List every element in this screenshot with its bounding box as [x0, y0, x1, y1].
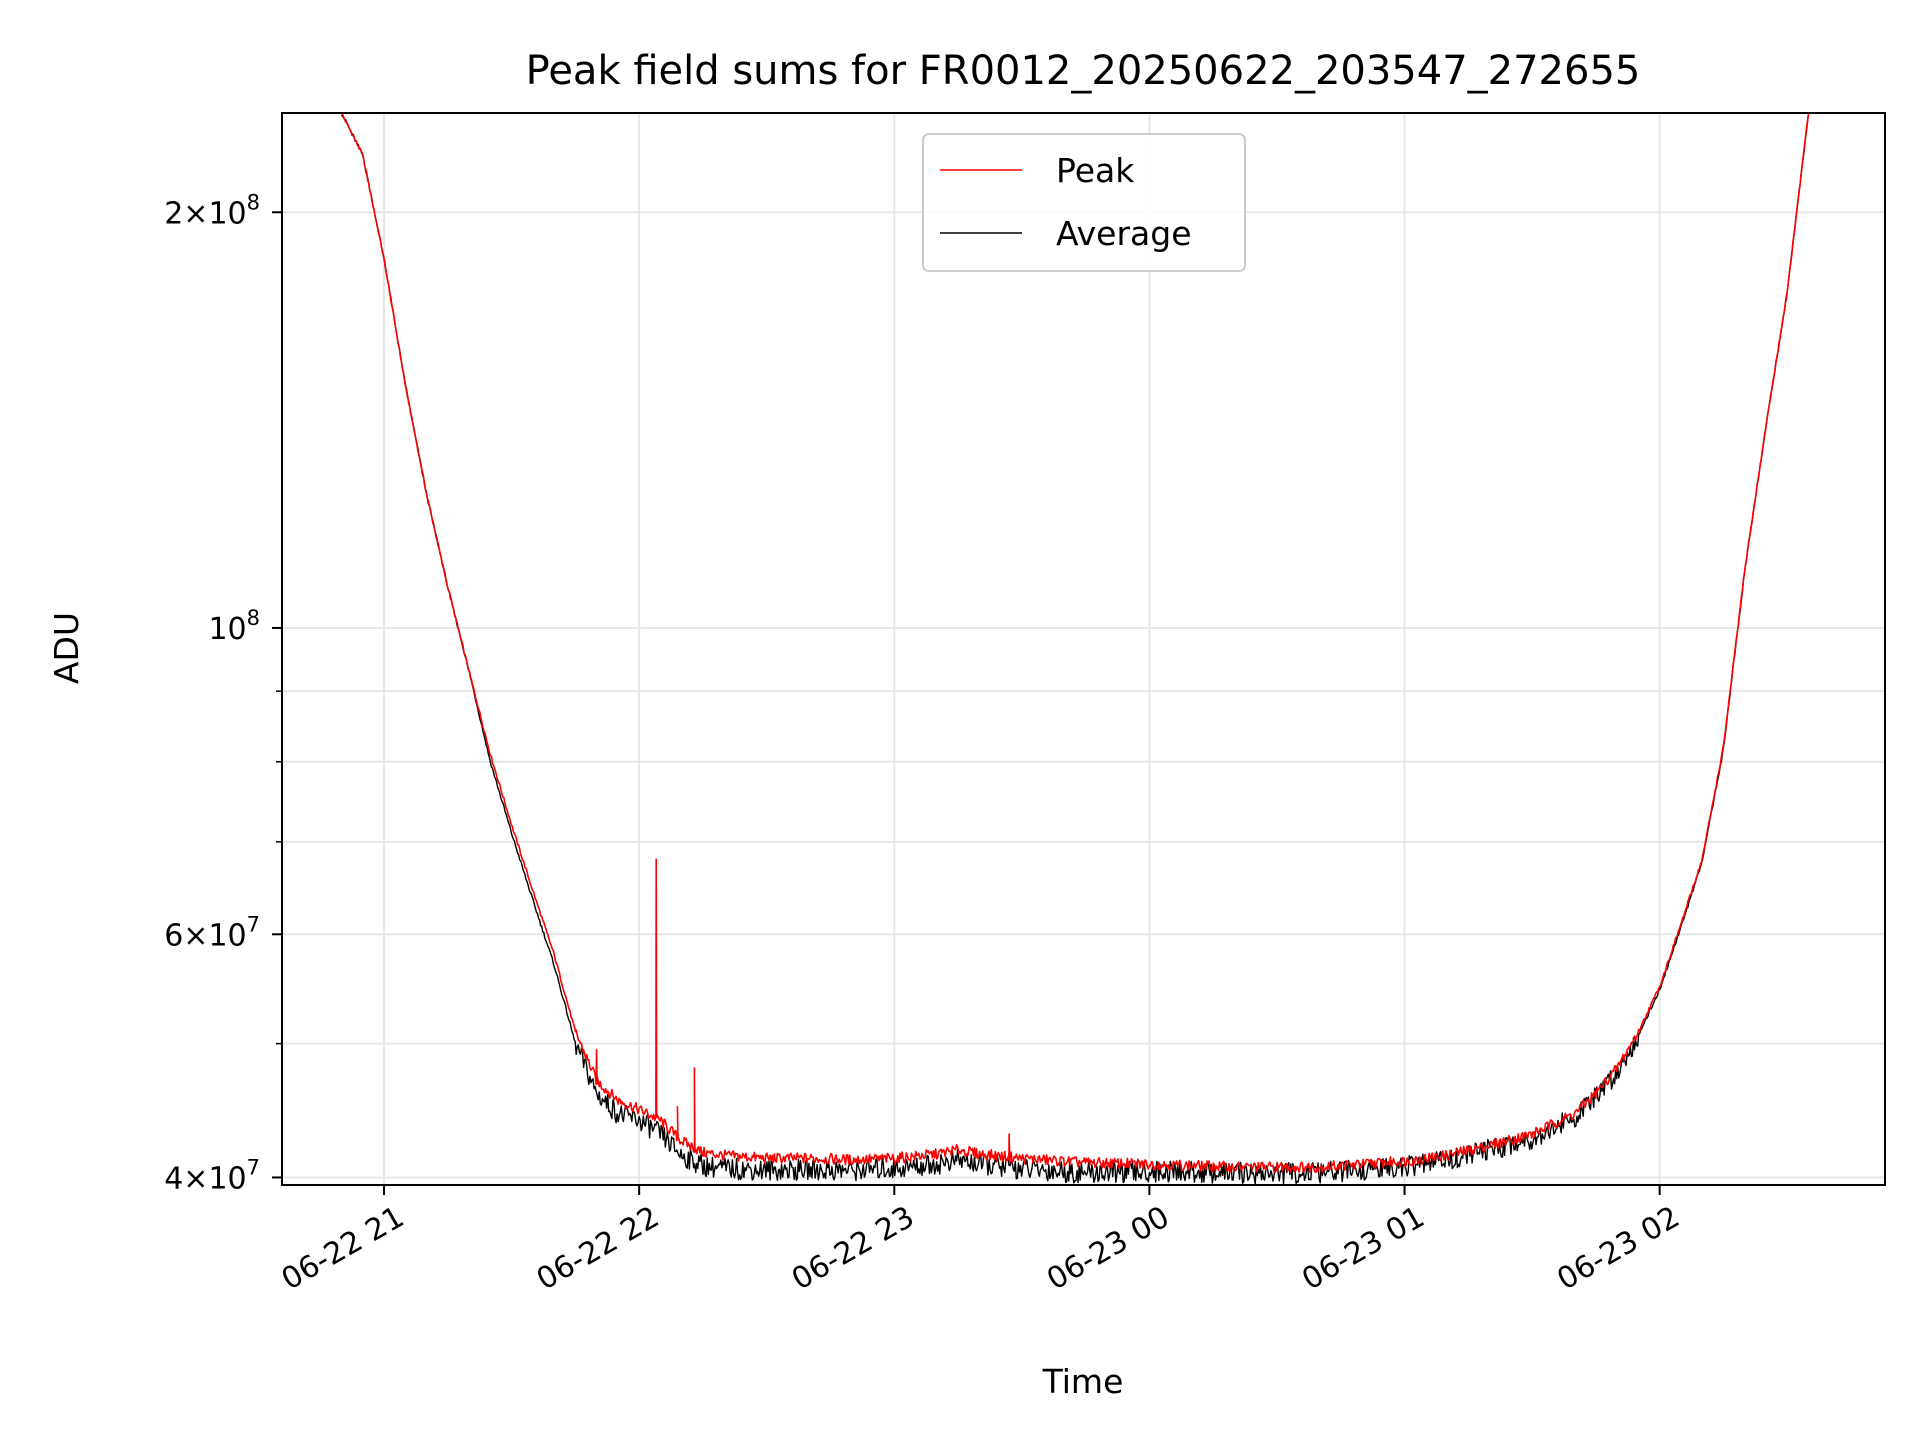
plot-frame [281, 112, 1886, 1186]
y-tick-label: 108 [208, 606, 260, 647]
legend-label-average: Average [1056, 214, 1192, 253]
y-tick-label: 6×107 [164, 912, 260, 953]
y-axis-label: ADU [47, 612, 86, 684]
series-line-average [340, 113, 1810, 1185]
y-tick-label: 4×107 [164, 1155, 260, 1196]
y-tick-base: 2× [164, 196, 208, 231]
y-tick-exponent: 8 [247, 190, 260, 214]
legend: Peak Average [922, 133, 1246, 272]
y-tick-base: 4× [164, 1161, 208, 1196]
y-tick-base: 6× [164, 918, 208, 953]
y-axis: 4×107 6×107 108 2×108 [164, 190, 282, 1196]
series-line-peak [341, 113, 1810, 1174]
legend-label-peak: Peak [1056, 151, 1135, 190]
y-tick-label: 2×108 [164, 190, 260, 231]
y-tick-exponent: 8 [247, 606, 260, 630]
y-tick-exponent: 7 [247, 912, 260, 936]
series-layer [340, 113, 1810, 1185]
chart-title: Peak field sums for FR0012_20250622_2035… [526, 48, 1641, 94]
x-axis-label: Time [1042, 1362, 1124, 1401]
legend-box [922, 133, 1246, 272]
y-tick-exponent: 7 [247, 1155, 260, 1179]
